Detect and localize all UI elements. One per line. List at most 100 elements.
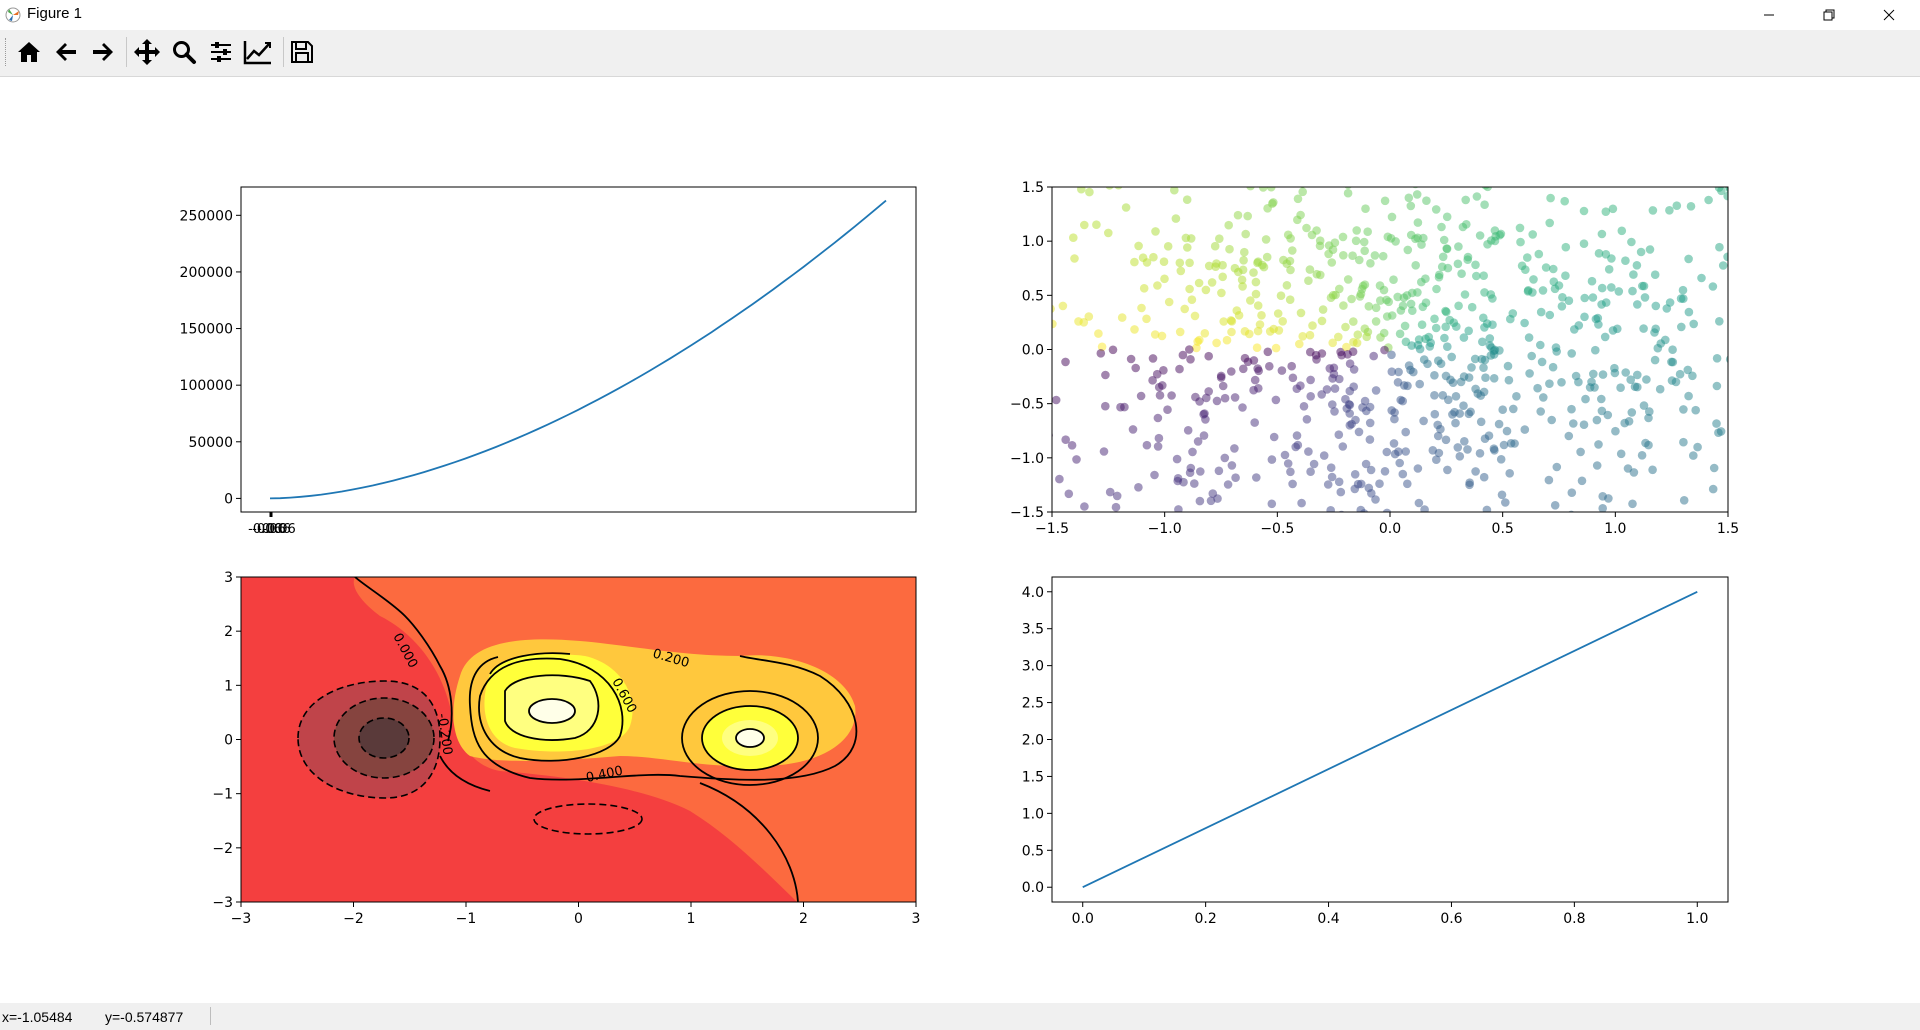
scatter-point [1472, 192, 1482, 201]
scatter-point [1230, 393, 1240, 402]
scatter-point [1250, 375, 1260, 385]
scatter-point [1076, 542, 1085, 551]
minimize-button[interactable] [1746, 0, 1792, 30]
scatter-point [925, 352, 934, 361]
y-tick-label: −1.0 [1010, 451, 1044, 467]
scatter-point [1210, 241, 1220, 251]
scatter-point [1105, 187, 1114, 190]
scatter-point [1335, 117, 1344, 126]
scatter-point [1776, 483, 1785, 492]
scatter-point [1746, 151, 1755, 160]
scatter-point [1712, 354, 1722, 363]
scatter-point [1403, 479, 1412, 489]
scatter-point [1240, 247, 1249, 257]
scatter-point [1174, 505, 1183, 512]
scatter-point [1150, 330, 1160, 339]
scatter-point [1224, 220, 1233, 230]
scatter-point [1752, 330, 1761, 339]
scatter-point [1650, 355, 1660, 365]
scatter-point [1250, 418, 1259, 427]
scatter-point [1296, 308, 1306, 318]
forward-button[interactable] [87, 36, 119, 68]
scatter-point [1384, 297, 1393, 307]
scatter-point [1633, 300, 1642, 309]
save-button[interactable] [286, 36, 318, 68]
scatter-point [1520, 87, 1529, 96]
scatter-point [1230, 444, 1239, 453]
scatter-point [1712, 381, 1722, 391]
arrow-right-icon [93, 43, 113, 61]
scatter-point [1352, 226, 1361, 235]
scatter-point [1617, 226, 1627, 236]
scatter-point [1238, 282, 1247, 291]
scatter-point [1155, 391, 1165, 400]
scatter-point [1395, 329, 1405, 339]
zoom-button[interactable] [168, 36, 200, 68]
scatter-point [1607, 283, 1616, 292]
scatter-point [1019, 385, 1028, 394]
y-tick-label: 2.5 [1022, 696, 1044, 712]
scatter-point [1441, 322, 1450, 332]
scatter-point [1343, 275, 1353, 284]
scatter-point [1457, 80, 1466, 89]
scatter-point [1629, 543, 1638, 552]
scatter-point [1510, 439, 1519, 448]
scatter-point [1358, 403, 1367, 412]
x-tick-label: −1.0 [1148, 521, 1182, 537]
scatter-point [1253, 326, 1263, 336]
scatter-point [1676, 294, 1686, 303]
scatter-point [1431, 323, 1441, 333]
subplots-button[interactable] [205, 36, 237, 68]
scatter-point [1740, 256, 1749, 265]
scatter-point [1345, 421, 1355, 430]
scatter-point [1382, 447, 1392, 457]
scatter-point [1557, 378, 1566, 387]
scatter-point [1188, 447, 1197, 457]
home-button[interactable] [13, 36, 45, 68]
scatter-point [1340, 154, 1349, 163]
scatter-point [995, 305, 1004, 314]
scatter-point [1579, 239, 1589, 248]
scatter-point [936, 387, 945, 396]
scatter-point [1175, 327, 1185, 337]
scatter-point [1481, 373, 1490, 383]
scatter-point [992, 208, 1001, 217]
scatter-point [1648, 206, 1658, 215]
contour-line-negative [358, 717, 410, 759]
scatter-point [999, 362, 1008, 371]
scatter-point [1580, 312, 1589, 322]
scatter-point [1253, 364, 1262, 373]
scatter-point [1684, 391, 1693, 401]
figure-svg[interactable]: 0 50000 100000 150000 200000 250000 -0.06 -0.… [0, 76, 1920, 1003]
back-button[interactable] [50, 36, 82, 68]
scatter-point [1190, 311, 1200, 321]
y-tick-label: 0.0 [1022, 343, 1044, 359]
scatter-point [1227, 327, 1236, 337]
scatter-point [1576, 447, 1585, 457]
scatter-point [1451, 392, 1461, 401]
scatter-point [1621, 368, 1630, 377]
scatter-point [1476, 417, 1486, 427]
scatter-point [1576, 147, 1585, 156]
maximize-button[interactable] [1806, 0, 1852, 30]
scatter-point [1558, 520, 1567, 529]
contour-region [736, 729, 764, 747]
scatter-point [1799, 393, 1808, 402]
scatter-point [1401, 427, 1410, 437]
contour-line-negative [297, 680, 441, 799]
axes-edit-button[interactable] [242, 36, 274, 68]
pan-button[interactable] [131, 36, 163, 68]
scatter-point [1467, 363, 1476, 372]
scatter-point [1413, 464, 1423, 473]
figure-canvas[interactable]: 0 50000 100000 150000 200000 250000 -0.06 -0.… [0, 76, 1920, 1003]
scatter-point [1356, 158, 1365, 167]
toolbar-grip[interactable] [5, 38, 8, 66]
scatter-point [1330, 407, 1339, 416]
close-button[interactable] [1866, 0, 1912, 30]
scatter-point [1334, 430, 1344, 440]
scatter-point [1683, 365, 1693, 375]
scatter-point [1323, 480, 1333, 489]
scatter-point [1480, 200, 1489, 209]
scatter-point [1651, 301, 1661, 311]
scatter-point [1153, 281, 1162, 290]
